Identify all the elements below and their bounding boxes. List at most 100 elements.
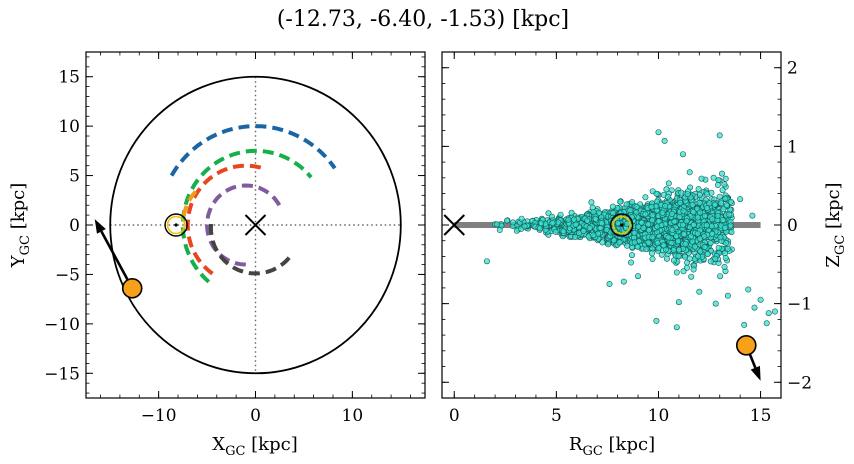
left-ytick-label: 15 xyxy=(58,68,80,88)
right-scatter-point xyxy=(645,227,652,234)
right-scatter-point xyxy=(645,239,652,246)
right-scatter-point xyxy=(695,253,702,260)
left-ytick-label: 10 xyxy=(58,117,80,137)
right-scatter-point xyxy=(696,209,703,216)
right-object-marker xyxy=(735,335,757,356)
right-scatter-point xyxy=(568,209,575,216)
left-galactic-center-marker xyxy=(244,214,267,236)
right-scatter-point xyxy=(696,199,703,206)
right-scatter-point xyxy=(680,268,687,275)
left-ytick-label: −5 xyxy=(55,265,80,285)
left-x-axis-label-unit: [kpc] xyxy=(245,434,297,455)
right-scatter-point xyxy=(665,234,672,241)
left-sun-outer-ring xyxy=(164,213,188,237)
right-xtick-label: 15 xyxy=(750,406,772,426)
left-ticks: −10 0 10 −15 −10 −5 0 5 10 15 xyxy=(44,52,425,426)
left-x-axis-label-main: X xyxy=(212,434,225,455)
right-scatter-point xyxy=(683,218,690,225)
right-scatter-point xyxy=(663,186,670,193)
right-scatter-point xyxy=(721,181,728,188)
right-scatter-point xyxy=(723,202,730,209)
right-scatter-point xyxy=(719,217,726,224)
right-xtick-label: 10 xyxy=(648,406,670,426)
right-scatter-point xyxy=(697,248,704,255)
right-x-axis-label-unit: [kpc] xyxy=(603,434,655,455)
right-scatter-point xyxy=(640,224,647,231)
left-y-axis-label-main: Y xyxy=(8,254,29,268)
right-scatter-point xyxy=(671,218,678,225)
right-scatter-point xyxy=(720,206,727,213)
right-x-axis-label: RGC [kpc] xyxy=(569,434,655,459)
right-scatter-point xyxy=(680,208,687,215)
right-scatter-point xyxy=(654,223,661,230)
right-scatter-point xyxy=(610,210,617,217)
right-scatter-point xyxy=(676,213,683,220)
right-scatter-point xyxy=(712,255,719,262)
right-scatter-point xyxy=(726,211,733,218)
right-scatter-point xyxy=(649,212,656,219)
right-scatter-point xyxy=(629,199,636,206)
right-scatter-point xyxy=(605,241,612,248)
left-x-axis-label: XGC [kpc] xyxy=(212,434,297,459)
right-scatter-point xyxy=(521,223,528,230)
left-velocity-arrow-shaft xyxy=(100,230,134,289)
right-scatter-point xyxy=(707,240,714,247)
right-scatter-point xyxy=(678,189,685,196)
right-scatter-point xyxy=(552,228,559,235)
right-scatter-point xyxy=(722,195,729,202)
right-scatter-point xyxy=(642,194,649,201)
right-scatter-point xyxy=(653,317,660,324)
right-scatter-point xyxy=(677,199,684,206)
right-scatter-point xyxy=(518,215,525,222)
right-ytick-label: 0 xyxy=(787,216,798,236)
right-xtick-label: 5 xyxy=(551,406,562,426)
right-scatter-point xyxy=(616,239,623,246)
right-y-axis-label: ZGC [kpc] xyxy=(823,182,848,267)
right-scatter-point xyxy=(597,225,604,232)
right-scatter-point xyxy=(698,175,705,182)
right-scatter-point xyxy=(675,253,682,260)
right-ytick-label: −2 xyxy=(787,373,812,393)
right-scatter-point xyxy=(701,213,708,220)
right-scatter-point xyxy=(638,219,645,226)
right-scatter-point xyxy=(645,221,652,228)
left-ytick-label: −10 xyxy=(44,315,80,335)
right-scatter-point xyxy=(741,321,748,328)
right-scatter-point xyxy=(704,251,711,258)
right-scatter-point xyxy=(709,216,716,223)
right-scatter-point xyxy=(670,257,677,264)
right-scatter-point xyxy=(709,230,716,237)
right-xtick-label: 0 xyxy=(449,406,460,426)
right-sun-center-dot xyxy=(620,223,624,227)
right-scatter-point xyxy=(662,203,669,210)
right-scatter-point xyxy=(690,209,697,216)
right-scatter-point xyxy=(719,187,726,194)
right-scatter-point xyxy=(757,296,764,303)
right-scatter-point xyxy=(590,232,597,239)
right-scatter-point xyxy=(673,269,680,276)
right-scatter-point xyxy=(557,211,564,218)
right-scatter-point xyxy=(584,217,591,224)
right-scatter-point xyxy=(749,212,756,219)
right-scatter-point xyxy=(680,231,687,238)
right-scatter-point xyxy=(628,252,635,259)
right-scatter-point xyxy=(679,151,686,158)
right-velocity-arrow-head xyxy=(750,365,761,381)
left-y-axis-label-sub: GC xyxy=(18,235,33,255)
left-velocity-arrow-head xyxy=(94,219,106,234)
right-scatter-point xyxy=(765,310,772,317)
right-scatter-point xyxy=(648,203,655,210)
left-boundary-circle xyxy=(109,75,402,375)
right-ticks: 0 5 10 15 −2 −1 0 1 2 xyxy=(442,51,812,426)
left-spiral-arm-3 xyxy=(185,163,267,276)
right-plot-area xyxy=(443,129,778,381)
right-scatter-point xyxy=(714,182,721,189)
right-scatter-point xyxy=(673,233,680,240)
right-sun-outer-ring xyxy=(610,213,634,237)
right-y-axis-label-unit: [kpc] xyxy=(823,182,844,234)
right-scatter-point xyxy=(681,253,688,260)
right-scatter-point xyxy=(727,198,734,205)
right-scatter-point xyxy=(717,273,724,280)
right-scatter-point xyxy=(695,186,702,193)
